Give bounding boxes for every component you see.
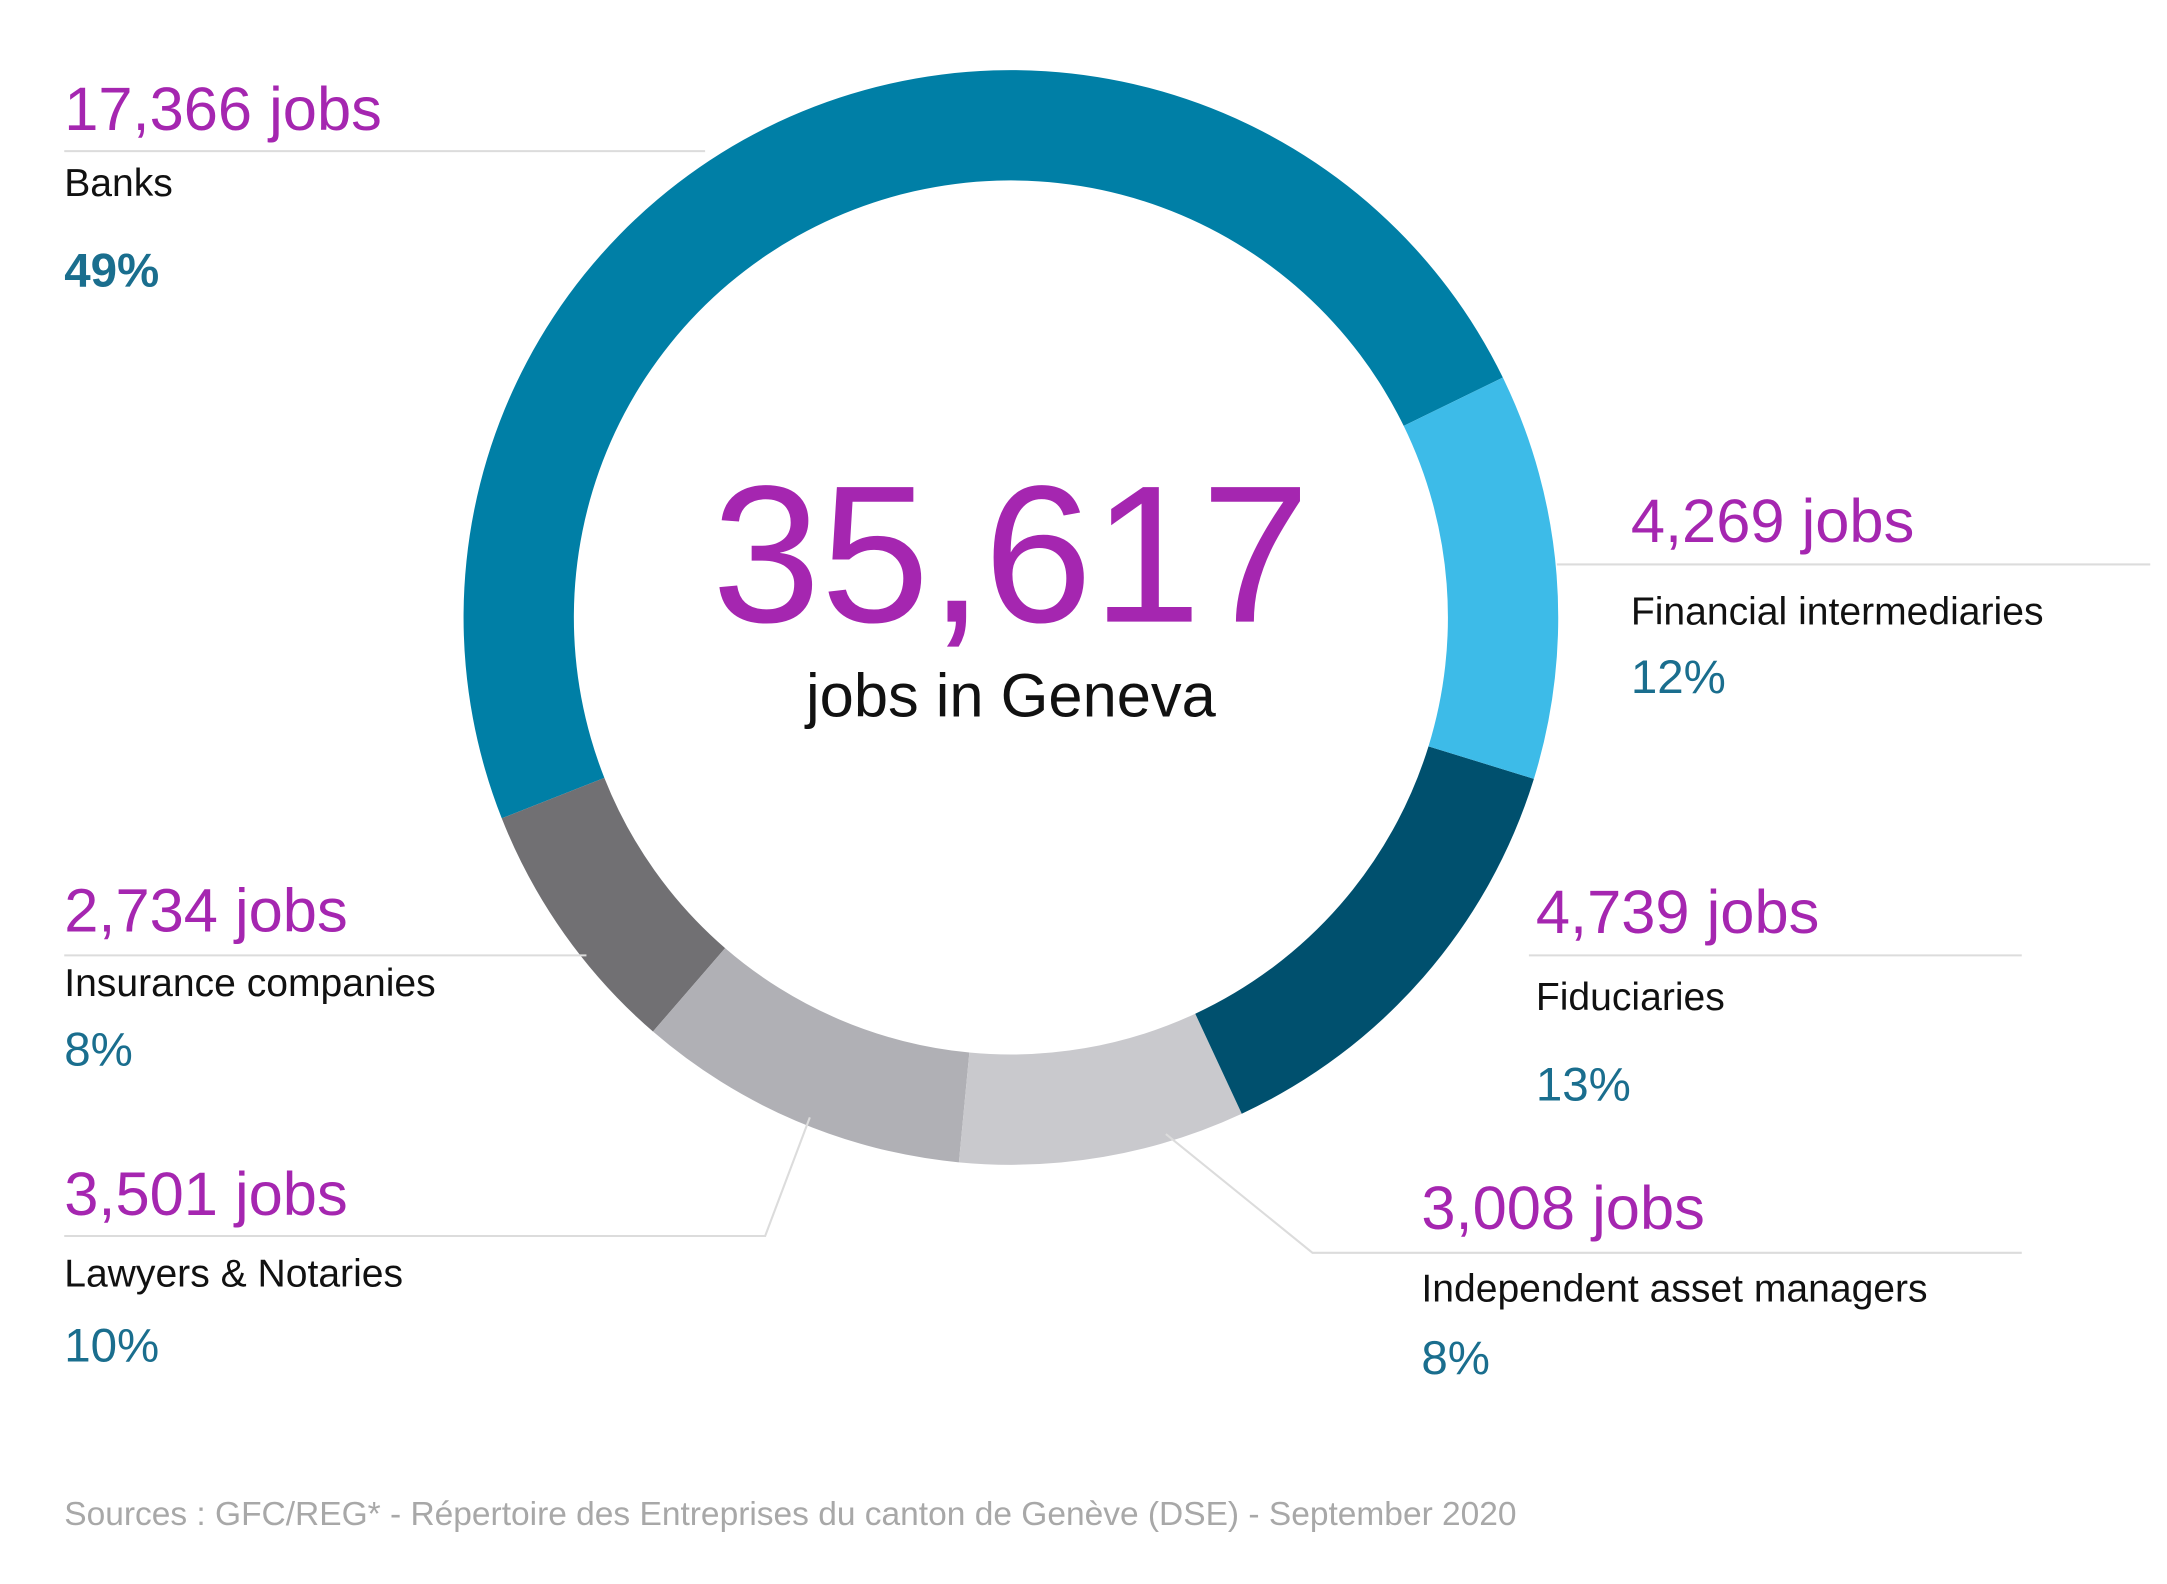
source: Sources : GFC/REG* - Répertoire des Entr… <box>64 1496 1516 1533</box>
leader-line <box>1165 1133 2022 1254</box>
percent-label: 12% <box>1631 651 1726 704</box>
donut-segment <box>1403 377 1559 779</box>
percent-label: 8% <box>1421 1332 1490 1385</box>
donut-segment <box>463 70 1503 819</box>
center-caption: jobs in Geneva <box>804 662 1217 731</box>
percent-label: 8% <box>64 1024 133 1077</box>
percent-label: 10% <box>64 1320 159 1373</box>
category-label: Financial intermediaries <box>1631 590 2044 633</box>
value-label: 4,269 jobs <box>1631 487 1914 556</box>
category-label: Fiduciaries <box>1536 976 1725 1019</box>
value-label: 3,008 jobs <box>1421 1174 1704 1243</box>
category-label: Lawyers & Notaries <box>64 1252 403 1295</box>
category-label: Independent asset managers <box>1421 1268 1927 1311</box>
center-total: 35,617 <box>712 446 1310 664</box>
value-label: 3,501 jobs <box>64 1160 347 1229</box>
donut-segment <box>652 948 970 1163</box>
category-label: Banks <box>64 162 173 205</box>
donut-segment <box>958 1013 1242 1165</box>
donut-segment <box>501 777 726 1032</box>
value-label: 2,734 jobs <box>64 877 347 946</box>
leader-line <box>64 1116 811 1238</box>
percent-label: 13% <box>1536 1059 1631 1112</box>
value-label: 4,739 jobs <box>1536 878 1819 947</box>
donut-segment <box>1195 746 1534 1114</box>
value-label: 17,366 jobs <box>64 75 382 144</box>
category-label: Insurance companies <box>64 962 435 1005</box>
percent-label: 49% <box>64 245 159 298</box>
